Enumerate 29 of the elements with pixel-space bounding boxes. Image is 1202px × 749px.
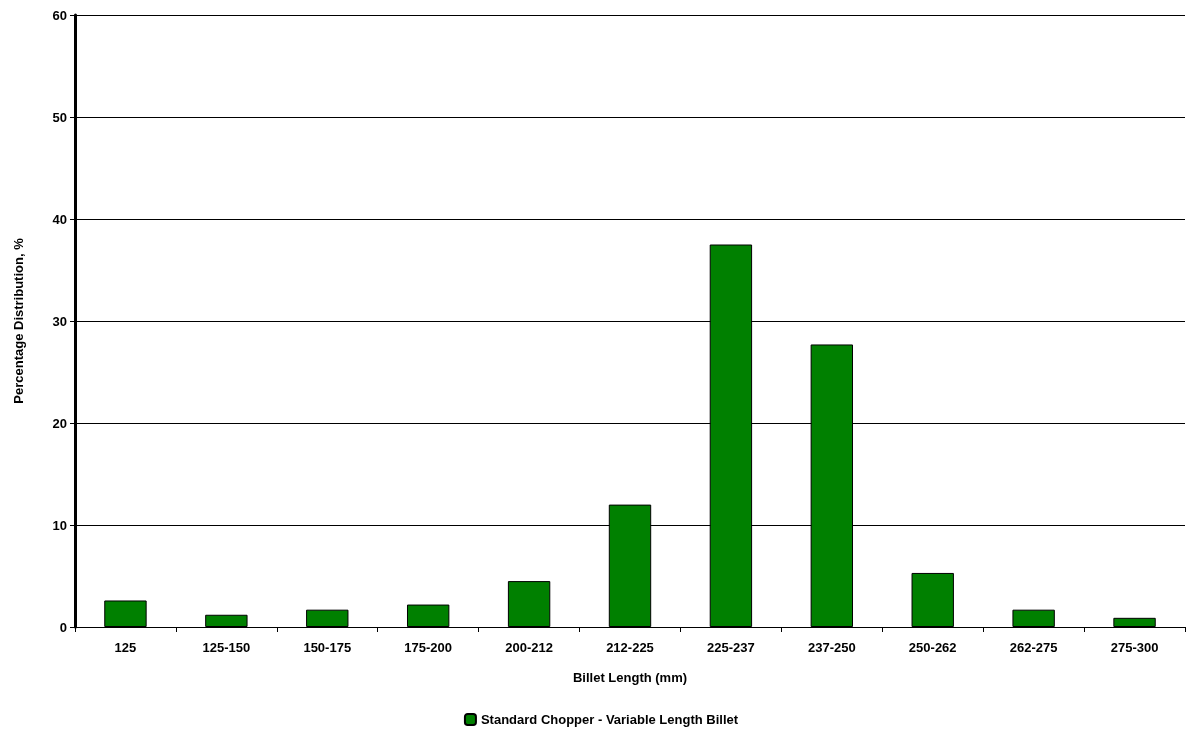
- y-tick-label: 60: [52, 7, 67, 23]
- y-axis-title: Percentage Distribution, %: [11, 237, 26, 404]
- y-tick-label: 30: [52, 313, 67, 329]
- bar: [1012, 609, 1055, 627]
- y-tick-label: 40: [52, 211, 67, 227]
- x-tick-label: 125-150: [202, 640, 251, 655]
- x-tick-label: 212-225: [606, 640, 654, 655]
- bar: [911, 572, 954, 627]
- legend-label: Standard Chopper - Variable Length Billet: [480, 712, 739, 727]
- bar: [406, 604, 450, 627]
- bar: [104, 600, 147, 627]
- x-tick-label: 150-175: [303, 640, 352, 655]
- bar: [1113, 617, 1156, 627]
- bar: [306, 609, 349, 627]
- y-tick-label: 20: [52, 415, 67, 431]
- x-tick-label: 237-250: [807, 640, 856, 655]
- x-tick-label: 175-200: [404, 640, 453, 655]
- x-tick-label: 262-275: [1009, 640, 1058, 655]
- x-tick-label: 125: [114, 640, 137, 655]
- bar: [507, 581, 551, 627]
- x-tick-label: 250-262: [908, 640, 957, 655]
- y-tick-label: 0: [59, 619, 67, 635]
- x-axis-title: Billet Length (mm): [572, 670, 688, 685]
- x-tick-label: 200-212: [505, 640, 553, 655]
- y-tick-label: 50: [52, 109, 67, 125]
- x-tick-label: 275-300: [1110, 640, 1159, 655]
- bar: [205, 614, 248, 627]
- y-tick-label: 10: [52, 517, 67, 533]
- x-tick-label: 225-237: [707, 640, 755, 655]
